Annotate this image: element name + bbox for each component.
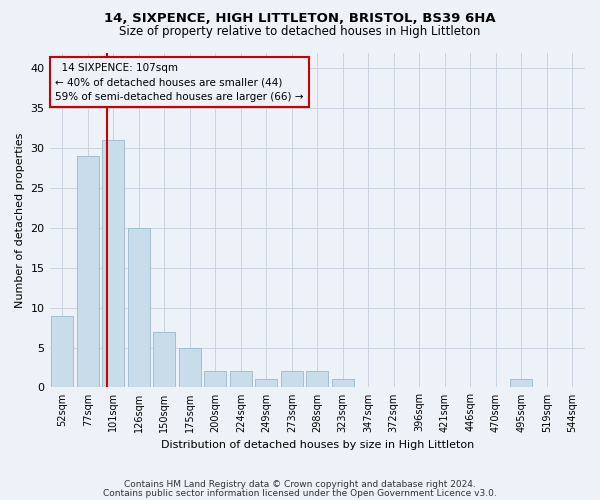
Y-axis label: Number of detached properties: Number of detached properties xyxy=(15,132,25,308)
X-axis label: Distribution of detached houses by size in High Littleton: Distribution of detached houses by size … xyxy=(161,440,474,450)
Bar xyxy=(511,380,532,388)
Bar xyxy=(52,316,73,388)
Bar xyxy=(332,380,353,388)
Bar xyxy=(307,372,328,388)
Bar xyxy=(281,372,302,388)
Bar xyxy=(205,372,226,388)
Bar xyxy=(179,348,200,388)
Text: 14, SIXPENCE, HIGH LITTLETON, BRISTOL, BS39 6HA: 14, SIXPENCE, HIGH LITTLETON, BRISTOL, B… xyxy=(104,12,496,24)
Bar xyxy=(128,228,149,388)
Text: Size of property relative to detached houses in High Littleton: Size of property relative to detached ho… xyxy=(119,25,481,38)
Bar xyxy=(103,140,124,388)
Text: Contains public sector information licensed under the Open Government Licence v3: Contains public sector information licen… xyxy=(103,488,497,498)
Text: Contains HM Land Registry data © Crown copyright and database right 2024.: Contains HM Land Registry data © Crown c… xyxy=(124,480,476,489)
Bar xyxy=(77,156,98,388)
Bar xyxy=(256,380,277,388)
Text: 14 SIXPENCE: 107sqm  
← 40% of detached houses are smaller (44)
59% of semi-deta: 14 SIXPENCE: 107sqm ← 40% of detached ho… xyxy=(55,62,304,102)
Bar xyxy=(230,372,251,388)
Bar xyxy=(154,332,175,388)
